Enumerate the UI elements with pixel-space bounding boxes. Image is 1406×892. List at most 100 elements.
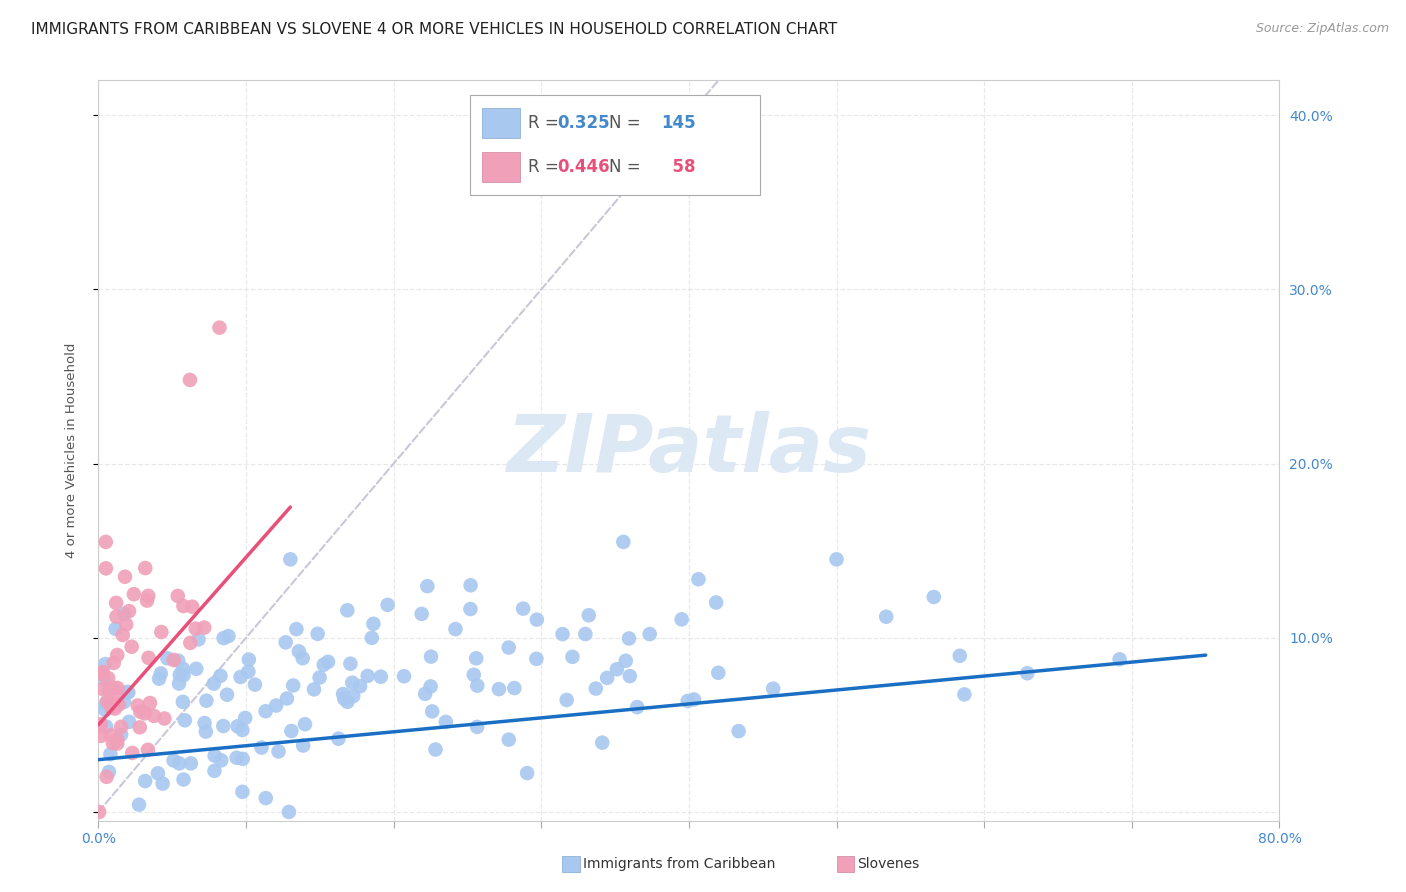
- Point: [231, 785, 253, 799]
- Point: [444, 622, 467, 636]
- Point: [377, 598, 399, 612]
- Point: [526, 613, 548, 627]
- Point: [949, 648, 972, 663]
- Point: [316, 655, 339, 669]
- Point: [104, 701, 127, 715]
- Point: [105, 732, 128, 747]
- Point: [128, 720, 150, 734]
- Point: [280, 552, 302, 566]
- Point: [1108, 652, 1130, 666]
- Point: [94, 719, 117, 733]
- Point: [146, 766, 169, 780]
- Point: [617, 632, 640, 646]
- Point: [328, 731, 350, 746]
- Point: [193, 621, 215, 635]
- Point: [94, 561, 117, 575]
- Text: IMMIGRANTS FROM CARIBBEAN VS SLOVENE 4 OR MORE VEHICLES IN HOUSEHOLD CORRELATION: IMMIGRANTS FROM CARIBBEAN VS SLOVENE 4 O…: [31, 22, 837, 37]
- Point: [676, 694, 699, 708]
- Point: [526, 652, 548, 666]
- Point: [434, 714, 457, 729]
- Point: [688, 572, 710, 586]
- Text: Slovenes: Slovenes: [856, 857, 920, 871]
- Text: 0.325: 0.325: [557, 114, 610, 132]
- Point: [134, 706, 156, 721]
- Point: [312, 657, 335, 672]
- Text: R =: R =: [529, 114, 564, 132]
- Point: [704, 595, 727, 609]
- Point: [762, 681, 785, 696]
- Point: [243, 678, 266, 692]
- Point: [292, 739, 315, 753]
- Point: [922, 590, 945, 604]
- Point: [167, 756, 190, 771]
- Point: [225, 750, 247, 764]
- Point: [232, 752, 254, 766]
- Point: [465, 679, 488, 693]
- Point: [339, 657, 361, 671]
- Point: [551, 627, 574, 641]
- Point: [91, 672, 114, 686]
- Point: [231, 723, 253, 737]
- Point: [166, 589, 188, 603]
- Point: [342, 689, 364, 703]
- Point: [212, 719, 235, 733]
- Point: [460, 578, 482, 592]
- Point: [167, 676, 190, 690]
- Point: [420, 705, 443, 719]
- Point: [596, 671, 619, 685]
- Point: [626, 700, 648, 714]
- Point: [90, 729, 112, 743]
- Point: [332, 687, 354, 701]
- Point: [294, 717, 316, 731]
- Point: [180, 756, 202, 771]
- Point: [333, 691, 356, 706]
- Text: Immigrants from Caribbean: Immigrants from Caribbean: [582, 857, 775, 871]
- FancyBboxPatch shape: [482, 152, 520, 182]
- Point: [208, 320, 231, 334]
- Point: [129, 705, 152, 719]
- Point: [91, 665, 114, 679]
- Point: [169, 667, 191, 681]
- Point: [555, 693, 578, 707]
- Point: [194, 716, 217, 731]
- Point: [512, 601, 534, 615]
- Point: [277, 805, 299, 819]
- Point: [591, 736, 613, 750]
- Point: [153, 711, 176, 725]
- Point: [105, 596, 128, 610]
- Point: [226, 719, 249, 733]
- Point: [229, 670, 252, 684]
- Point: [209, 669, 232, 683]
- Point: [118, 604, 141, 618]
- Point: [578, 608, 600, 623]
- Point: [142, 709, 165, 723]
- Point: [94, 657, 117, 671]
- Text: 58: 58: [661, 158, 696, 176]
- Point: [683, 692, 706, 706]
- Text: ZIPatlas: ZIPatlas: [506, 411, 872, 490]
- Y-axis label: 4 or more Vehicles in Household: 4 or more Vehicles in Household: [65, 343, 77, 558]
- Point: [118, 714, 141, 729]
- Point: [307, 627, 329, 641]
- Point: [671, 612, 693, 626]
- Point: [238, 665, 260, 679]
- Point: [127, 698, 149, 713]
- Point: [460, 602, 482, 616]
- Point: [136, 589, 159, 603]
- Point: [110, 728, 132, 742]
- Point: [121, 746, 143, 760]
- Point: [103, 656, 125, 670]
- FancyBboxPatch shape: [482, 108, 520, 138]
- Point: [254, 704, 277, 718]
- Point: [107, 681, 129, 695]
- Point: [283, 678, 305, 692]
- Point: [264, 698, 287, 713]
- Point: [173, 668, 195, 682]
- Point: [91, 681, 114, 696]
- Point: [181, 599, 204, 614]
- Point: [370, 670, 392, 684]
- Point: [100, 696, 122, 710]
- FancyBboxPatch shape: [471, 95, 759, 195]
- Point: [134, 774, 156, 789]
- Point: [179, 636, 201, 650]
